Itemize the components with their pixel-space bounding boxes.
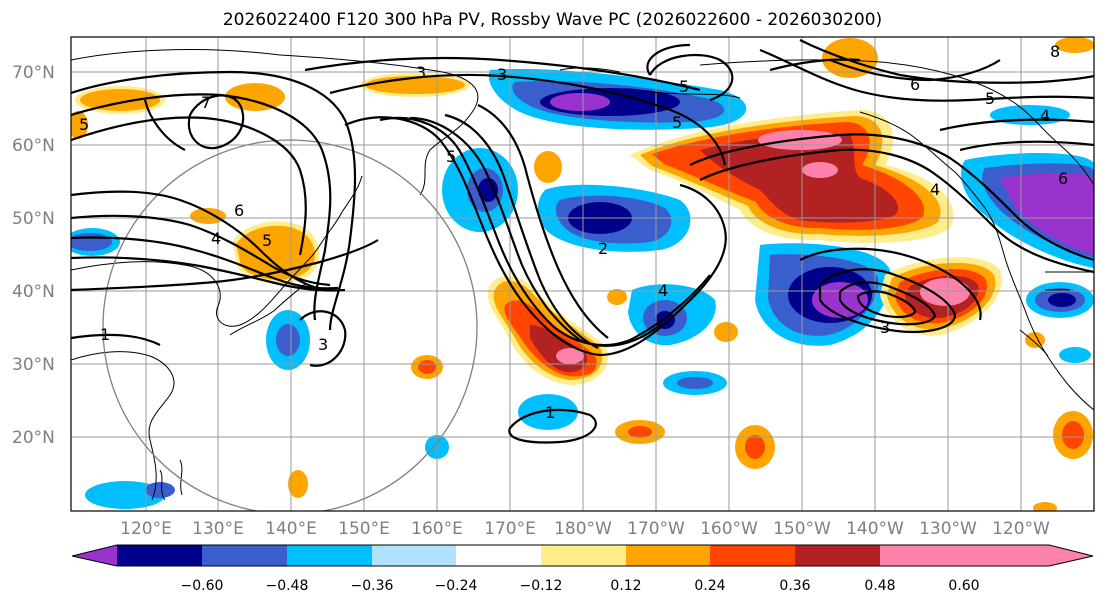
contour-label: 5 (985, 89, 995, 108)
colorbar-outline (71, 544, 1094, 567)
contour-label: 5 (262, 231, 272, 250)
lat-label: 20°N (12, 428, 55, 448)
colorbar-segment (202, 545, 287, 566)
lon-label: 160°E (411, 519, 463, 539)
colorbar-segment (541, 545, 626, 566)
map-content: 3 7 5 6 4 5 1 3 1 5 6 5 4 8 6 5 4 3 5 4 … (71, 37, 1094, 511)
longitude-labels: 120°E 130°E 140°E 150°E 160°E 170°E 180°… (120, 519, 1050, 539)
contour-label: 8 (1050, 42, 1060, 61)
contour-label: 3 (416, 63, 426, 82)
latitude-labels: 70°N 60°N 50°N 40°N 30°N 20°N (12, 63, 55, 448)
contour-label: 6 (1058, 169, 1068, 188)
lon-label: 140°E (265, 519, 317, 539)
contour-label: 5 (672, 113, 682, 132)
lat-label: 40°N (12, 282, 55, 302)
colorbar-right-extension (880, 545, 1093, 566)
colorbar-segment (287, 545, 372, 566)
lat-label: 60°N (12, 136, 55, 156)
contour-label: 4 (211, 229, 221, 248)
lon-label: 120°W (992, 519, 1050, 539)
contour-label: 7 (201, 93, 211, 112)
contour-label: 3 (880, 318, 890, 337)
lon-label: 150°E (338, 519, 390, 539)
contour-label: 5 (79, 115, 89, 134)
lon-label: 160°W (700, 519, 758, 539)
lon-label: 150°W (773, 519, 831, 539)
colorbar: −0.60 −0.48 −0.36 −0.24 −0.12 0.12 0.24 … (71, 544, 1094, 594)
colorbar-segment (710, 545, 795, 566)
colorbar-tick: 0.24 (694, 578, 725, 594)
chart-title: 2026022400 F120 300 hPa PV, Rossby Wave … (222, 10, 883, 30)
colorbar-segment (117, 545, 202, 566)
contour-label: 1 (545, 403, 555, 422)
lon-label: 140°W (846, 519, 904, 539)
contour-label: 2 (598, 239, 608, 258)
colorbar-tick: 0.48 (864, 578, 895, 594)
contour-label: 4 (1040, 106, 1050, 125)
colorbar-segment (795, 545, 880, 566)
pv-contours (71, 39, 1094, 444)
contour-label: 3 (497, 65, 507, 84)
colorbar-left-extension (72, 545, 117, 566)
colorbar-tick: −0.60 (181, 578, 224, 594)
shaded-anomalies (71, 37, 1094, 511)
lon-label: 120°E (120, 519, 172, 539)
lon-label: 170°E (484, 519, 536, 539)
map-frame (70, 36, 1095, 512)
contour-label: 5 (679, 77, 689, 96)
lon-label: 130°W (919, 519, 977, 539)
colorbar-tick: −0.48 (266, 578, 309, 594)
colorbar-tick: 0.36 (779, 578, 810, 594)
lat-label: 70°N (12, 63, 55, 83)
colorbar-tick: −0.12 (520, 578, 563, 594)
contour-labels: 3 7 5 6 4 5 1 3 1 5 6 5 4 8 6 5 4 3 5 4 … (79, 42, 1068, 422)
contour-label: 6 (234, 201, 244, 220)
contour-label: 3 (318, 335, 328, 354)
lon-label: 180°W (554, 519, 612, 539)
contour-label: 4 (930, 180, 940, 199)
lat-label: 30°N (12, 355, 55, 375)
range-circle (102, 139, 478, 511)
colorbar-ticks: −0.60 −0.48 −0.36 −0.24 −0.12 0.12 0.24 … (181, 578, 980, 594)
colorbar-tick: 0.12 (610, 578, 641, 594)
colorbar-segment (372, 545, 456, 566)
contour-label: 4 (658, 281, 668, 300)
lon-label: 130°E (192, 519, 244, 539)
colorbar-tick: 0.60 (948, 578, 979, 594)
contour-label: 1 (100, 325, 110, 344)
colorbar-tick: −0.24 (435, 578, 478, 594)
contour-label: 5 (446, 147, 456, 166)
lon-label: 170°W (627, 519, 685, 539)
lat-label: 50°N (12, 209, 55, 229)
colorbar-tick: −0.36 (351, 578, 394, 594)
colorbar-segment (626, 545, 710, 566)
contour-label: 6 (910, 75, 920, 94)
colorbar-segment (456, 545, 541, 566)
